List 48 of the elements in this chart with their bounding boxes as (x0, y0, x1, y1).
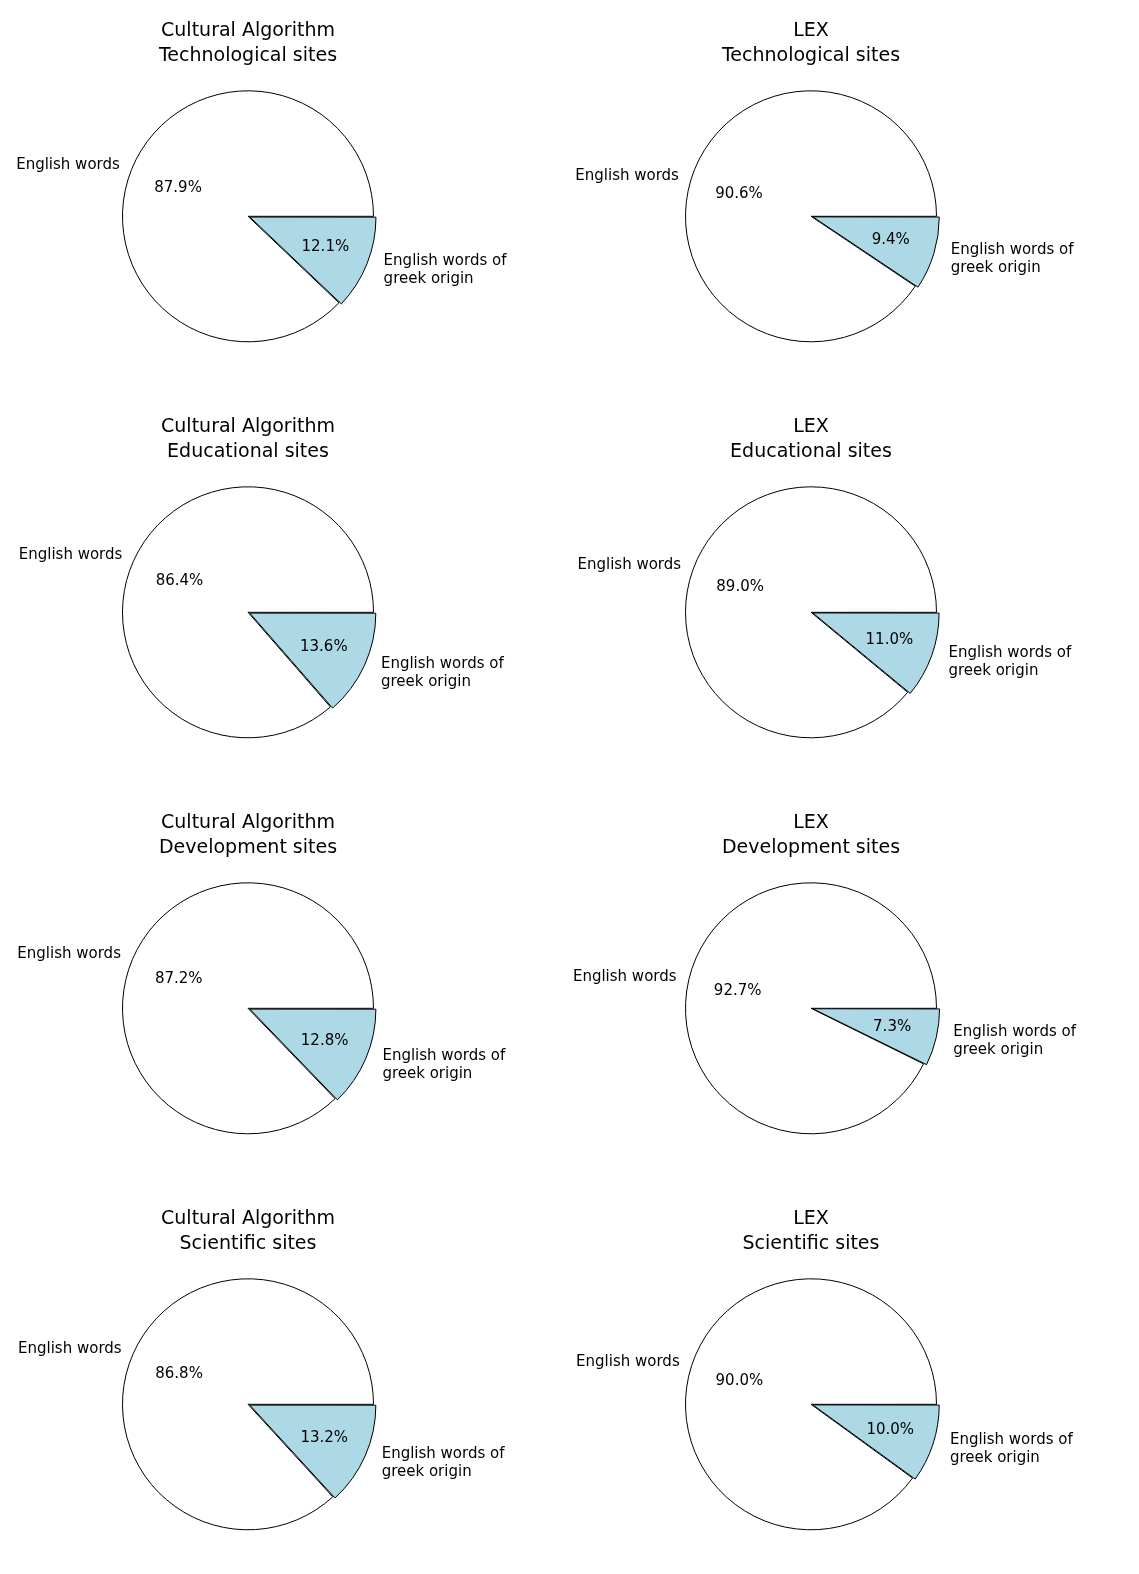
slice-label: English words (16, 154, 120, 173)
data-label: 12.8% (300, 1030, 349, 1049)
data-label: 87.9% (154, 178, 202, 197)
slice-label: English words of greek origin (948, 642, 1072, 679)
chart-subtitle: Development sites (721, 835, 901, 858)
data-label: 13.6% (299, 636, 348, 655)
slice-label: English words (18, 544, 123, 563)
data-label: 12.1% (301, 237, 350, 256)
chart-subtitle: Technological sites (157, 43, 338, 66)
chart-subtitle: Educational sites (167, 439, 329, 462)
chart-title: LEX (793, 414, 829, 437)
data-label: 10.0% (866, 1419, 915, 1438)
slice-label: English words (576, 1351, 680, 1370)
data-label: 90.0% (715, 1370, 764, 1389)
slice-label: English words of greek origin (380, 653, 505, 690)
data-label: 87.2% (154, 968, 203, 987)
chart-title: Cultural Algorithm (161, 414, 335, 437)
chart-title: Cultural Algorithm (161, 18, 335, 41)
data-label: 11.0% (865, 630, 914, 649)
data-label: 86.4% (155, 570, 204, 589)
data-label: 9.4% (871, 230, 910, 249)
chart-subtitle: Scientific sites (179, 1231, 317, 1254)
slice-label: English words of greek origin (953, 1022, 1077, 1059)
data-label: 7.3% (873, 1017, 912, 1036)
slice-label: English words (17, 944, 122, 963)
slice-label: English words of greek origin (381, 1444, 506, 1481)
slice-label: English words (575, 166, 680, 185)
data-label: 90.6% (715, 184, 763, 203)
chart-subtitle: Development sites (158, 835, 338, 858)
data-label: 13.2% (300, 1427, 349, 1446)
data-label: 86.8% (155, 1363, 203, 1382)
chart-subtitle: Educational sites (730, 439, 892, 462)
chart-title: LEX (793, 18, 829, 41)
slice-label: English words of greek origin (382, 1046, 506, 1083)
slice-label: English words of greek origin (383, 251, 508, 288)
chart-title: LEX (793, 810, 829, 833)
slice-label: English words (577, 555, 682, 574)
chart-title: LEX (793, 1206, 829, 1229)
chart-title: Cultural Algorithm (161, 810, 335, 833)
slice-label: English words (18, 1338, 122, 1357)
chart-title: Cultural Algorithm (161, 1206, 335, 1229)
data-label: 92.7% (713, 981, 762, 1000)
slice-label: English words of greek origin (949, 1430, 1074, 1467)
slice-label: English words of greek origin (950, 239, 1075, 276)
chart-subtitle: Technological sites (720, 43, 901, 66)
slice-label: English words (572, 966, 677, 985)
chart-subtitle: Scientific sites (742, 1231, 880, 1254)
data-label: 89.0% (716, 576, 764, 595)
